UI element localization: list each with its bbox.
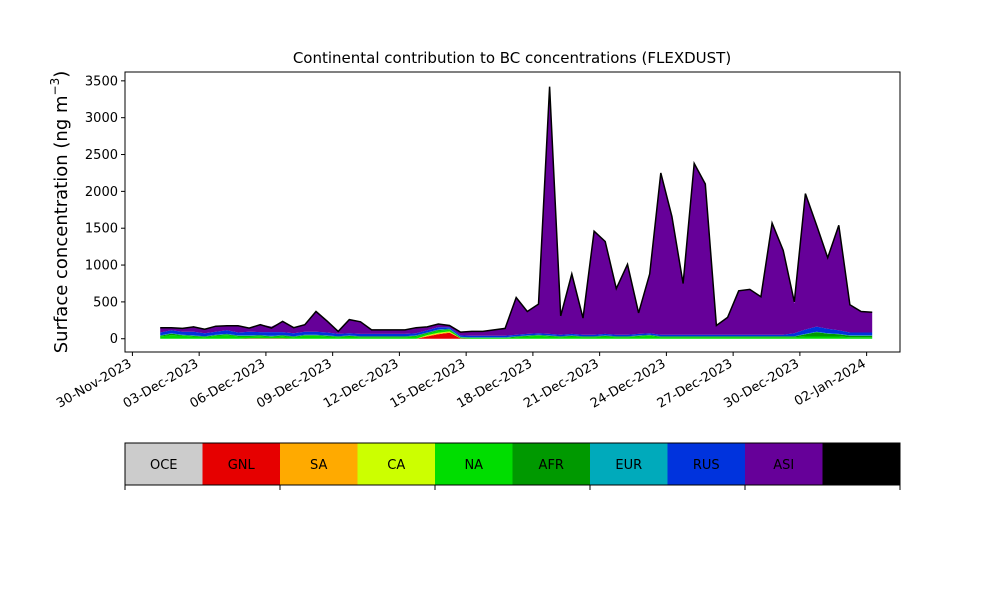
legend-swatch-ca bbox=[357, 443, 435, 485]
legend-swatch-afr bbox=[512, 443, 590, 485]
plot-frame bbox=[124, 71, 901, 353]
legend-label-ca: CA bbox=[387, 458, 405, 473]
legend-swatch-rus bbox=[667, 443, 745, 485]
legend-label-oce: OCE bbox=[150, 458, 178, 473]
legend-label-asi: ASI bbox=[773, 458, 794, 473]
legend-swatch-sa bbox=[280, 443, 358, 485]
legend-label-rus: RUS bbox=[693, 458, 720, 473]
y-tick-label: 2500 bbox=[85, 148, 118, 163]
legend-swatch-na bbox=[435, 443, 513, 485]
legend-swatch-eur bbox=[590, 443, 668, 485]
y-tick-label: 1000 bbox=[85, 259, 118, 274]
area-rus bbox=[160, 326, 873, 338]
total-line bbox=[160, 86, 873, 333]
legend-label-na: NA bbox=[464, 458, 483, 473]
legend-label-gnl: GNL bbox=[228, 458, 256, 473]
y-axis-label: Surface concentration (ng m−3) bbox=[48, 71, 72, 354]
stacked-areas bbox=[160, 86, 873, 339]
legend-label-aus: AUS bbox=[848, 458, 875, 473]
legend-label-afr: AFR bbox=[539, 458, 564, 473]
chart-title: Continental contribution to BC concentra… bbox=[293, 49, 731, 67]
x-axis: 30-Nov-202303-Dec-202306-Dec-202309-Dec-… bbox=[54, 352, 869, 412]
y-tick-label: 500 bbox=[93, 295, 118, 310]
y-tick-label: 1500 bbox=[85, 222, 118, 237]
x-tick-label: 03-Dec-2023 bbox=[121, 356, 201, 411]
legend-swatch-aus bbox=[822, 443, 900, 485]
y-tick-label: 3500 bbox=[85, 74, 118, 89]
y-axis: 0 500 1000 1500 2000 2500 3000 3500 bbox=[85, 74, 125, 347]
legend-swatch-oce bbox=[125, 443, 203, 485]
y-tick-label: 0 bbox=[110, 332, 118, 347]
x-tick-label: 02-Jan-2024 bbox=[792, 356, 869, 409]
legend-label-eur: EUR bbox=[615, 458, 642, 473]
legend-label-sa: SA bbox=[310, 458, 327, 473]
y-tick-label: 3000 bbox=[85, 111, 118, 126]
legend-swatch-asi bbox=[745, 443, 823, 485]
x-tick-label: 18-Dec-2023 bbox=[454, 356, 534, 411]
y-tick-label: 2000 bbox=[85, 185, 118, 200]
region-colorbar: OCE GNL SA CA NA AFR EUR RUS ASI AUS bbox=[124, 442, 901, 490]
legend-swatch-gnl bbox=[202, 443, 280, 485]
area-na bbox=[160, 329, 873, 339]
area-asi bbox=[160, 86, 873, 336]
x-tick-label: 30-Dec-2023 bbox=[721, 356, 801, 411]
colorbar-frame bbox=[124, 442, 901, 486]
